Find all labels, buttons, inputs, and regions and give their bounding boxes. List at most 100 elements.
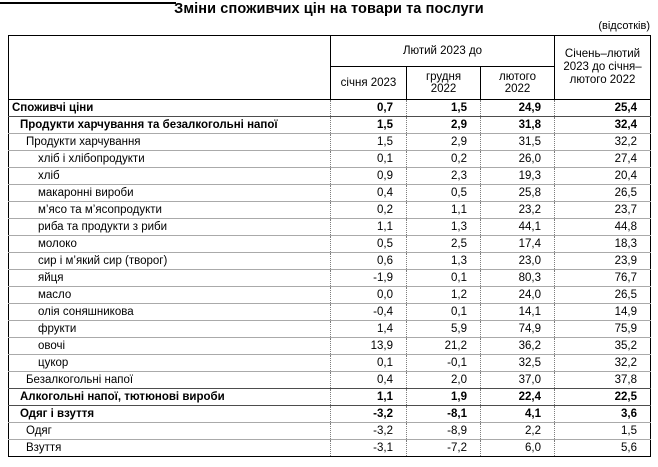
row-value: 23,2: [479, 201, 555, 219]
table-row: овочі 13,9 21,2 36,2 35,2: [8, 337, 651, 355]
row-value: 36,2: [479, 337, 555, 355]
row-label: Одяг і взуття: [8, 405, 331, 423]
row-value: 1,3: [406, 252, 481, 270]
row-label: Продукти харчування: [8, 133, 331, 151]
table-row: риба та продукти з риби 1,1 1,3 44,1 44,8: [8, 218, 651, 236]
table-body: Споживчі ціни 0,7 1,5 24,9 25,4 Продукти харч…: [8, 99, 651, 457]
row-value: 4,1: [479, 405, 555, 423]
row-value: 0,1: [406, 303, 481, 321]
row-value: -3,1: [330, 439, 407, 457]
row-value: 1,4: [330, 320, 407, 338]
row-label: овочі: [8, 337, 331, 355]
table-row: Взуття -3,1 -7,2 6,0 5,6: [8, 439, 651, 457]
table-row: Продукти харчування 1,5 2,9 31,5 32,2: [8, 133, 651, 151]
page-top-rule: [0, 2, 176, 4]
row-value: 21,2: [406, 337, 481, 355]
row-value: -7,2: [406, 439, 481, 457]
unit-note: (відсотків): [598, 20, 650, 32]
row-value: 1,5: [330, 133, 407, 151]
row-value: 32,5: [479, 354, 555, 372]
row-value: -0,4: [330, 303, 407, 321]
row-label: Продукти харчування та безалкогольні нап…: [8, 116, 331, 134]
row-value: 0,5: [406, 184, 481, 202]
row-value: 24,0: [479, 286, 555, 304]
row-value: 44,8: [554, 218, 651, 236]
row-value: 0,1: [330, 354, 407, 372]
row-value: 0,4: [330, 184, 407, 202]
row-value: 2,9: [406, 116, 481, 134]
row-label: фрукти: [8, 320, 331, 338]
row-value: 3,6: [554, 405, 651, 423]
row-label: хліб і хлібопродукти: [8, 150, 331, 168]
table-row: макаронні вироби 0,4 0,5 25,8 26,5: [8, 184, 651, 202]
corner-cell-empty: [8, 35, 331, 100]
row-value: 22,4: [479, 388, 555, 406]
row-value: 22,5: [554, 388, 651, 406]
row-value: 0,0: [330, 286, 407, 304]
table-row: м’ясо та м’ясопродукти 0,2 1,1 23,2 23,7: [8, 201, 651, 219]
row-value: 32,4: [554, 116, 651, 134]
row-value: 44,1: [479, 218, 555, 236]
row-label: молоко: [8, 235, 331, 253]
row-value: 17,4: [479, 235, 555, 253]
row-value: 32,2: [554, 354, 651, 372]
consumer-prices-table: Лютий 2023 до Січень–лютий 2023 до січня…: [8, 35, 652, 457]
row-value: 1,2: [406, 286, 481, 304]
row-value: 14,1: [479, 303, 555, 321]
row-value: 35,2: [554, 337, 651, 355]
period-column-header: Січень–лютий 2023 до січня–лютого 2022: [554, 35, 652, 100]
subheader-dec-2022: грудня 2022: [406, 66, 481, 100]
table-row: хліб 0,9 2,3 19,3 20,4: [8, 167, 651, 185]
column-group-header: Лютий 2023 до: [329, 35, 556, 67]
row-value: 0,7: [330, 99, 407, 117]
row-value: 32,2: [554, 133, 651, 151]
row-value: 23,9: [554, 252, 651, 270]
row-value: 13,9: [330, 337, 407, 355]
row-value: 19,3: [479, 167, 555, 185]
row-label: цукор: [8, 354, 331, 372]
row-value: 0,1: [406, 269, 481, 287]
row-value: 26,5: [554, 286, 651, 304]
row-value: 0,1: [330, 150, 407, 168]
row-value: 14,9: [554, 303, 651, 321]
row-value: 2,0: [406, 371, 481, 389]
table-row: Продукти харчування та безалкогольні нап…: [8, 116, 651, 134]
row-label: м’ясо та м’ясопродукти: [8, 201, 331, 219]
row-label: хліб: [8, 167, 331, 185]
row-value: 0,6: [330, 252, 407, 270]
row-value: 24,9: [479, 99, 555, 117]
row-value: 1,1: [406, 201, 481, 219]
row-value: 2,5: [406, 235, 481, 253]
row-value: 23,0: [479, 252, 555, 270]
row-label: макаронні вироби: [8, 184, 331, 202]
table-row: Одяг -3,2 -8,9 2,2 1,5: [8, 422, 651, 440]
table-row: масло 0,0 1,2 24,0 26,5: [8, 286, 651, 304]
row-value: 80,3: [479, 269, 555, 287]
table-row: сир і м’який сир (творог) 0,6 1,3 23,0 23,9: [8, 252, 651, 270]
row-value: 23,7: [554, 201, 651, 219]
row-value: 18,3: [554, 235, 651, 253]
row-value: 37,0: [479, 371, 555, 389]
table-header: Лютий 2023 до Січень–лютий 2023 до січня…: [8, 35, 652, 100]
row-value: 0,2: [330, 201, 407, 219]
subheader-feb-2022: лютого 2022: [479, 66, 556, 100]
row-label: сир і м’який сир (творог): [8, 252, 331, 270]
table-row: фрукти 1,4 5,9 74,9 75,9: [8, 320, 651, 338]
page-title: Зміни споживчих цін на товари та послуги: [174, 1, 484, 17]
row-value: 25,4: [554, 99, 651, 117]
table-row: яйця -1,9 0,1 80,3 76,7: [8, 269, 651, 287]
subheader-jan-2023: січня 2023: [330, 66, 407, 100]
row-value: 26,0: [479, 150, 555, 168]
table-row: цукор 0,1 -0,1 32,5 32,2: [8, 354, 651, 372]
row-value: 1,5: [330, 116, 407, 134]
row-value: -8,1: [406, 405, 481, 423]
row-value: 1,1: [330, 218, 407, 236]
row-label: риба та продукти з риби: [8, 218, 331, 236]
table-row: Алкогольні напої, тютюнові вироби 1,1 1,9 2…: [8, 388, 651, 406]
row-value: 76,7: [554, 269, 651, 287]
row-value: 26,5: [554, 184, 651, 202]
row-value: 1,5: [406, 99, 481, 117]
table-row: молоко 0,5 2,5 17,4 18,3: [8, 235, 651, 253]
row-value: 74,9: [479, 320, 555, 338]
row-label: олія соняшникова: [8, 303, 331, 321]
